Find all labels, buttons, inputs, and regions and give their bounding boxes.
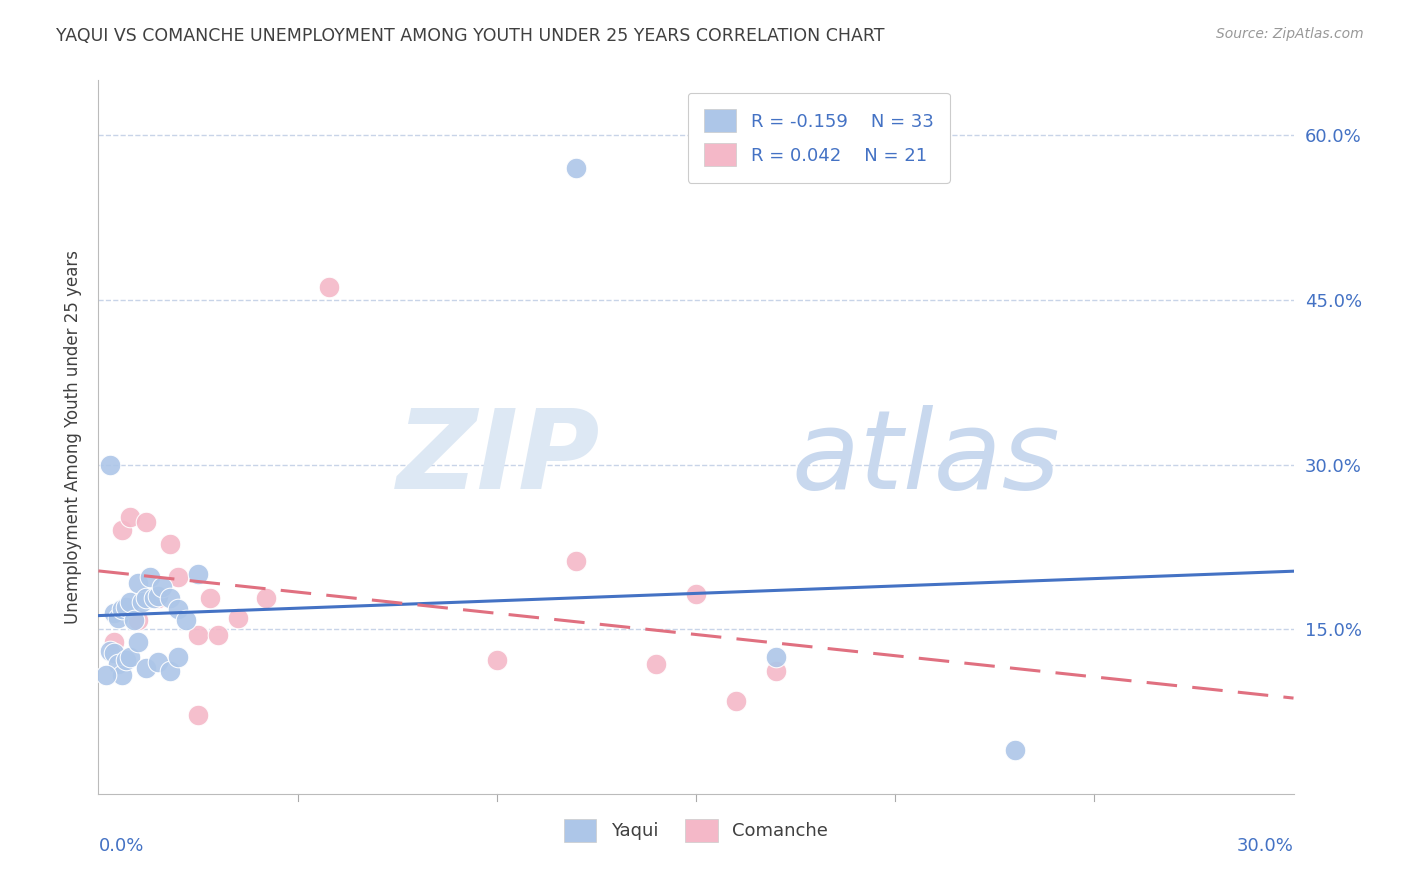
- Point: [120, 595, 142, 609]
- Point: [103, 606, 125, 620]
- Text: YAQUI VS COMANCHE UNEMPLOYMENT AMONG YOUTH UNDER 25 YEARS CORRELATION CHART: YAQUI VS COMANCHE UNEMPLOYMENT AMONG YOU…: [56, 27, 884, 45]
- Point: [150, 581, 173, 595]
- Point: [98, 644, 122, 658]
- Point: [120, 649, 142, 664]
- Point: [207, 628, 229, 642]
- Point: [485, 653, 508, 667]
- Point: [98, 458, 122, 472]
- Point: [724, 693, 747, 707]
- Point: [139, 569, 162, 583]
- Point: [111, 602, 134, 616]
- Text: atlas: atlas: [792, 405, 1060, 512]
- Point: [187, 628, 209, 642]
- Point: [143, 591, 166, 606]
- Text: 0.0%: 0.0%: [98, 837, 143, 855]
- Point: [645, 657, 668, 672]
- Point: [135, 591, 157, 606]
- Point: [115, 653, 138, 667]
- Y-axis label: Unemployment Among Youth under 25 years: Unemployment Among Youth under 25 years: [63, 250, 82, 624]
- Point: [120, 510, 142, 524]
- Point: [148, 655, 170, 669]
- Legend: Yaqui, Comanche: Yaqui, Comanche: [557, 812, 835, 849]
- Point: [103, 635, 125, 649]
- Point: [111, 524, 134, 538]
- Point: [148, 591, 170, 606]
- Point: [765, 664, 787, 678]
- Point: [159, 591, 181, 606]
- Point: [226, 611, 249, 625]
- Point: [96, 668, 118, 682]
- Text: Source: ZipAtlas.com: Source: ZipAtlas.com: [1216, 27, 1364, 41]
- Point: [107, 611, 129, 625]
- Point: [127, 614, 149, 628]
- Point: [127, 576, 149, 591]
- Point: [1004, 743, 1026, 757]
- Point: [135, 515, 157, 529]
- Point: [127, 635, 149, 649]
- Point: [198, 591, 221, 606]
- Point: [167, 649, 190, 664]
- Point: [159, 664, 181, 678]
- Point: [107, 657, 129, 672]
- Point: [565, 554, 588, 568]
- Point: [135, 660, 157, 674]
- Point: [111, 668, 134, 682]
- Text: 30.0%: 30.0%: [1237, 837, 1294, 855]
- Point: [318, 279, 340, 293]
- Point: [254, 591, 277, 606]
- Point: [765, 649, 787, 664]
- Point: [685, 587, 707, 601]
- Point: [148, 589, 170, 603]
- Point: [565, 161, 588, 175]
- Point: [131, 595, 153, 609]
- Point: [103, 646, 125, 660]
- Point: [124, 614, 146, 628]
- Point: [187, 707, 209, 722]
- Point: [174, 614, 197, 628]
- Point: [167, 569, 190, 583]
- Text: ZIP: ZIP: [396, 405, 600, 512]
- Point: [187, 567, 209, 582]
- Point: [115, 600, 138, 615]
- Point: [167, 602, 190, 616]
- Point: [159, 536, 181, 550]
